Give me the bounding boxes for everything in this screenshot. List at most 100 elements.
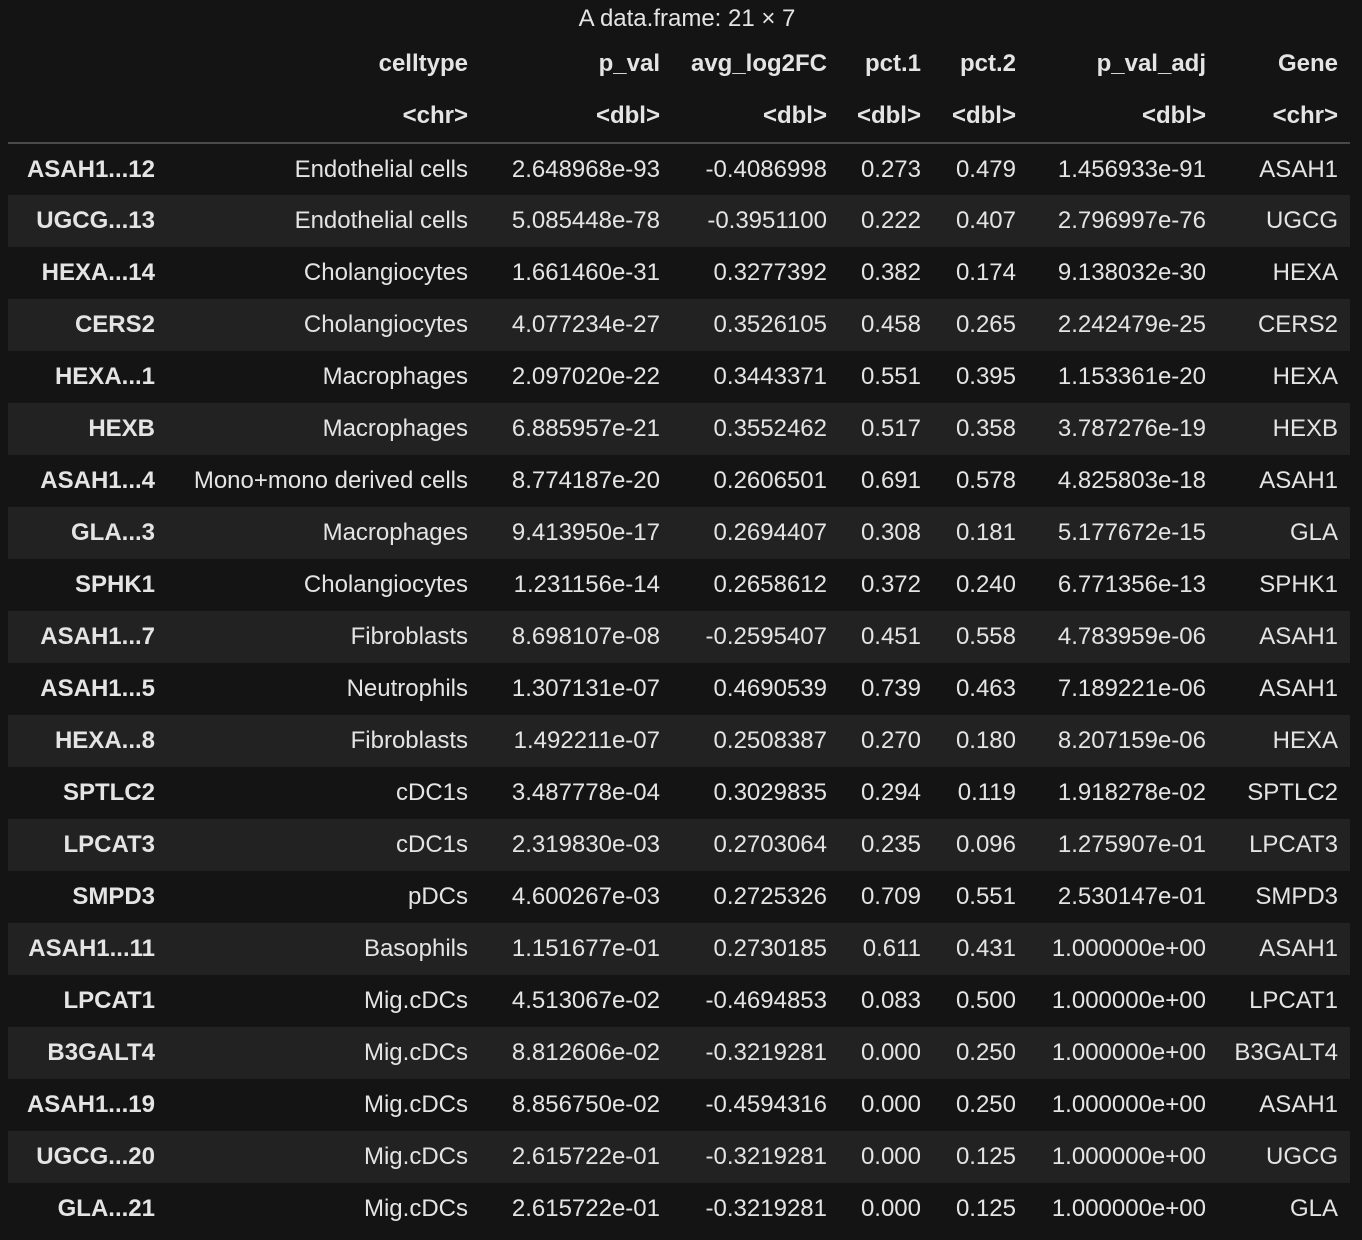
table-cell: 0.395 <box>955 363 1016 390</box>
table-cell: 0.2508387 <box>713 727 827 754</box>
table-cell: -0.3219281 <box>705 1195 827 1222</box>
column-types-row: <chr> <dbl> <dbl> <dbl> <dbl> <dbl> <chr> <box>8 90 1350 144</box>
table-cell: Mig.cDCs <box>363 1195 468 1222</box>
column-header-gene: Gene <box>1277 50 1338 77</box>
table-cell: 0.451 <box>860 623 921 650</box>
table-cell: GLA <box>1289 1195 1338 1222</box>
row-name: SMPD3 <box>72 883 155 910</box>
table-row: B3GALT4 Mig.cDCs 8.812606e-02 -0.3219281 0.0… <box>8 1027 1350 1079</box>
table-cell: GLA <box>1289 519 1338 546</box>
table-cell: 0.3029835 <box>713 779 827 806</box>
table-cell: -0.3951100 <box>707 207 827 234</box>
table-cell: 1.492211e-07 <box>513 727 660 754</box>
table-cell: 1.000000e+00 <box>1051 987 1206 1014</box>
table-cell: 7.189221e-06 <box>1057 675 1206 702</box>
table-cell: 0.578 <box>955 467 1016 494</box>
table-cell: ASAH1 <box>1259 1091 1338 1118</box>
table-cell: 0.308 <box>860 519 921 546</box>
table-cell: 0.000 <box>860 1195 921 1222</box>
column-header-p-val: p_val <box>598 50 660 77</box>
table-cell: Endothelial cells <box>294 155 468 183</box>
table-cell: 0.270 <box>860 727 921 754</box>
table-cell: Cholangiocytes <box>303 311 468 338</box>
column-type-label: <dbl> <box>1028 90 1218 144</box>
row-name: ASAH1...11 <box>28 935 155 962</box>
table-cell: 0.2725326 <box>713 883 827 910</box>
column-type-label: <dbl> <box>839 90 933 144</box>
table-row: HEXA...1 Macrophages 2.097020e-22 0.3443371… <box>8 351 1350 403</box>
table-cell: -0.4694853 <box>705 987 827 1014</box>
table-cell: Cholangiocytes <box>303 259 468 286</box>
table-cell: 5.177672e-15 <box>1057 519 1206 546</box>
table-cell: 0.372 <box>860 571 921 598</box>
row-name: LPCAT3 <box>63 831 155 858</box>
table-cell: 3.487778e-04 <box>511 779 660 806</box>
table-cell: 2.097020e-22 <box>511 363 660 390</box>
table-cell: 0.000 <box>860 1143 921 1170</box>
table-cell: 0.2730185 <box>713 935 827 962</box>
table-cell: 4.783959e-06 <box>1057 623 1206 650</box>
table-cell: 0.180 <box>955 727 1016 754</box>
table-cell: 0.2703064 <box>713 831 827 858</box>
table-cell: 1.000000e+00 <box>1051 1195 1206 1222</box>
table-cell: ASAH1 <box>1259 155 1338 183</box>
table-cell: 5.085448e-78 <box>511 207 660 234</box>
table-cell: 6.771356e-13 <box>1057 571 1206 598</box>
row-name: ASAH1...7 <box>40 623 155 650</box>
table-cell: Endothelial cells <box>294 207 468 234</box>
table-cell: Macrophages <box>322 519 468 546</box>
row-name: ASAH1...5 <box>40 675 155 702</box>
table-row: GLA...21 Mig.cDCs 2.615722e-01 -0.3219281 0.… <box>8 1183 1350 1235</box>
table-cell: 2.615722e-01 <box>511 1195 660 1222</box>
table-cell: Macrophages <box>322 363 468 390</box>
table-cell: 0.096 <box>955 831 1016 858</box>
column-header-p-val-adj: p_val_adj <box>1096 50 1206 77</box>
table-row: ASAH1...19 Mig.cDCs 8.856750e-02 -0.4594316… <box>8 1079 1350 1131</box>
table-cell: 0.181 <box>955 519 1016 546</box>
table-row: CERS2 Cholangiocytes 4.077234e-27 0.3526105… <box>8 299 1350 351</box>
table-cell: 0.000 <box>860 1091 921 1118</box>
row-name: HEXB <box>88 415 155 442</box>
table-cell: ASAH1 <box>1259 467 1338 494</box>
table-cell: 0.3443371 <box>713 363 827 390</box>
table-cell: 1.000000e+00 <box>1051 935 1206 962</box>
column-header-avg-log2fc: avg_log2FC <box>690 50 827 77</box>
column-header-celltype: celltype <box>378 50 468 77</box>
table-cell: 0.500 <box>955 987 1016 1014</box>
table-cell: 0.611 <box>862 935 921 962</box>
data-frame-table: celltype p_val avg_log2FC pct.1 pct.2 p_val_a… <box>8 38 1350 1235</box>
rowname-type-header <box>8 90 167 144</box>
column-type-label: <dbl> <box>933 90 1028 144</box>
table-cell: Basophils <box>363 935 468 962</box>
table-cell: 1.275907e-01 <box>1057 831 1206 858</box>
column-type-label: <chr> <box>167 90 480 144</box>
table-cell: UGCG <box>1266 1143 1338 1170</box>
table-cell: Mig.cDCs <box>363 1039 468 1066</box>
table-cell: 0.691 <box>860 467 921 494</box>
table-cell: 4.077234e-27 <box>511 311 660 338</box>
table-cell: 2.615722e-01 <box>511 1143 660 1170</box>
table-row: HEXA...8 Fibroblasts 1.492211e-07 0.2508387… <box>8 715 1350 767</box>
table-cell: Mig.cDCs <box>363 1143 468 1170</box>
table-cell: Macrophages <box>322 415 468 442</box>
table-cell: 1.307131e-07 <box>511 675 660 702</box>
table-cell: 0.273 <box>860 155 921 183</box>
table-cell: cDC1s <box>395 831 468 858</box>
table-cell: 0.2694407 <box>713 519 827 546</box>
table-cell: Fibroblasts <box>350 623 468 650</box>
table-cell: SPHK1 <box>1259 571 1338 598</box>
row-name: GLA...21 <box>57 1195 155 1222</box>
table-cell: HEXA <box>1272 727 1338 754</box>
table-cell: 0.3552462 <box>713 415 827 442</box>
table-cell: 0.125 <box>955 1143 1016 1170</box>
row-name: ASAH1...4 <box>40 467 155 494</box>
row-name: UGCG...13 <box>36 207 155 234</box>
table-cell: 0.407 <box>955 207 1016 234</box>
table-row: LPCAT3 cDC1s 2.319830e-03 0.2703064 0.235 0.0… <box>8 819 1350 871</box>
table-cell: 0.458 <box>860 311 921 338</box>
table-cell: 4.825803e-18 <box>1057 467 1206 494</box>
table-cell: cDC1s <box>395 779 468 806</box>
table-cell: -0.4086998 <box>705 155 827 183</box>
table-row: LPCAT1 Mig.cDCs 4.513067e-02 -0.4694853 0.08… <box>8 975 1350 1027</box>
row-name: SPTLC2 <box>62 779 155 806</box>
